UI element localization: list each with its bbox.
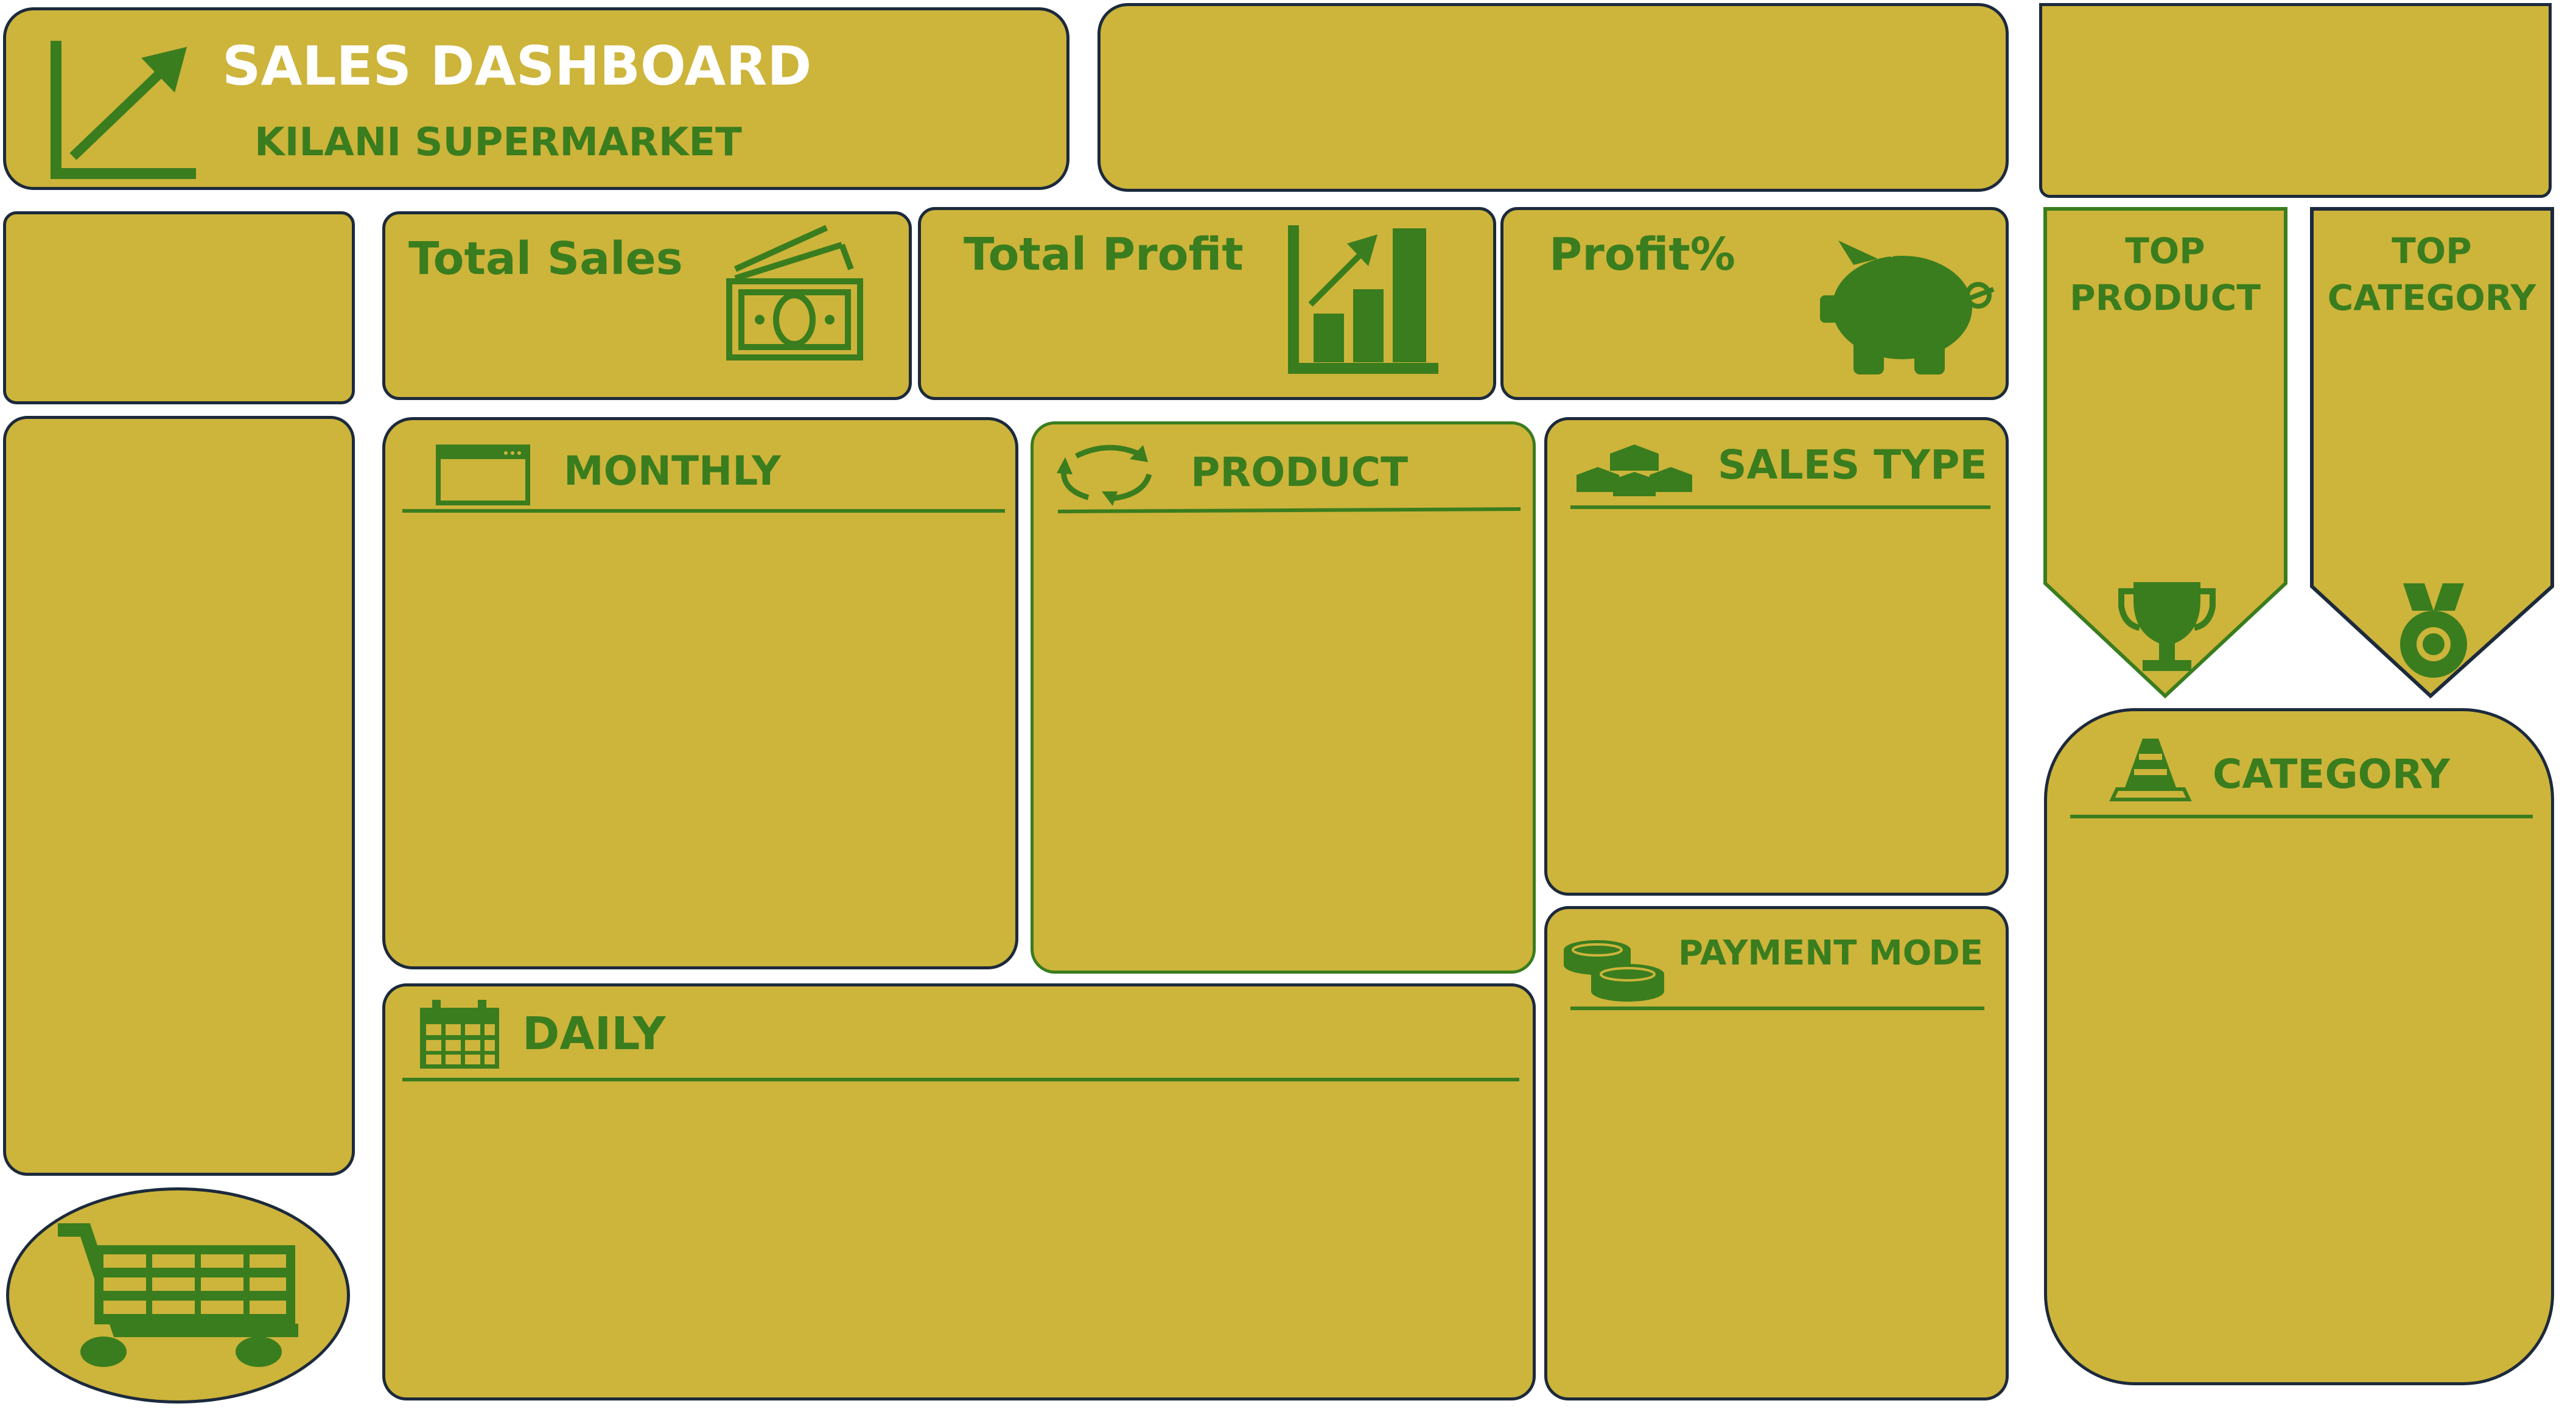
money-bills-icon bbox=[726, 225, 863, 360]
section-divider bbox=[2070, 815, 2533, 818]
traffic-cone-icon bbox=[2109, 739, 2192, 801]
category-panel: CATEGORY bbox=[2044, 708, 2554, 1385]
section-divider bbox=[1057, 507, 1521, 513]
dashboard-subtitle: KILANI SUPERMARKET bbox=[254, 120, 742, 165]
top-product-card bbox=[2043, 207, 2287, 699]
daily-panel: DAILY bbox=[382, 983, 1536, 1400]
coins-icon bbox=[1564, 940, 1664, 1002]
shopping-cart-icon bbox=[58, 1223, 298, 1367]
sales-type-panel: SALES TYPE bbox=[1544, 417, 2009, 896]
trend-arrow-icon bbox=[51, 41, 196, 179]
section-title: PAYMENT MODE bbox=[1678, 933, 1984, 973]
blocks-network-icon bbox=[1577, 444, 1692, 496]
trophy-icon bbox=[2118, 582, 2216, 671]
section-title: DAILY bbox=[522, 1008, 666, 1060]
browser-window-icon bbox=[436, 444, 530, 505]
section-title: SALES TYPE bbox=[1718, 441, 1987, 488]
kpi-label: Total Profit bbox=[964, 228, 1244, 281]
piggy-bank-icon bbox=[1820, 241, 1995, 374]
monthly-panel: MONTHLY bbox=[382, 417, 1018, 969]
kpi-label: Profit% bbox=[1549, 228, 1735, 281]
product-panel: PRODUCT bbox=[1031, 421, 1536, 974]
kpi-label: Total Sales bbox=[408, 233, 683, 285]
top-category-label-line2: CATEGORY bbox=[2327, 277, 2536, 318]
kpi-card-profit-percent: Profit% bbox=[1500, 207, 2009, 400]
top-category-card bbox=[2310, 207, 2554, 699]
top-category-label-line1: TOP bbox=[2392, 230, 2472, 272]
section-divider bbox=[402, 1078, 1519, 1081]
medal-icon bbox=[2400, 583, 2467, 678]
section-title: PRODUCT bbox=[1191, 449, 1409, 496]
header-blank-panel bbox=[1097, 3, 2009, 192]
section-divider bbox=[402, 509, 1005, 513]
kpi-card-total-profit: Total Profit bbox=[918, 207, 1496, 400]
section-title: MONTHLY bbox=[564, 448, 781, 494]
filter-slot-panel bbox=[3, 211, 355, 404]
top-right-blank-panel bbox=[2039, 3, 2552, 198]
section-title: CATEGORY bbox=[2213, 751, 2450, 798]
top-product-label-line2: PRODUCT bbox=[2070, 277, 2261, 318]
filter-list-panel bbox=[3, 416, 355, 1176]
bar-chart-growth-icon bbox=[1288, 225, 1438, 374]
refresh-cycle-icon bbox=[1057, 444, 1152, 506]
cart-badge bbox=[6, 1187, 350, 1404]
kpi-card-total-sales: Total Sales bbox=[382, 211, 912, 400]
section-divider bbox=[1570, 1007, 1984, 1010]
section-divider bbox=[1570, 505, 1990, 509]
calendar-icon bbox=[420, 1000, 499, 1069]
payment-mode-panel: PAYMENT MODE bbox=[1544, 906, 2009, 1400]
header-panel: SALES DASHBOARD KILANI SUPERMARKET bbox=[3, 7, 1069, 190]
top-product-label-line1: TOP bbox=[2125, 230, 2205, 272]
dashboard-title: SALES DASHBOARD bbox=[222, 35, 812, 97]
